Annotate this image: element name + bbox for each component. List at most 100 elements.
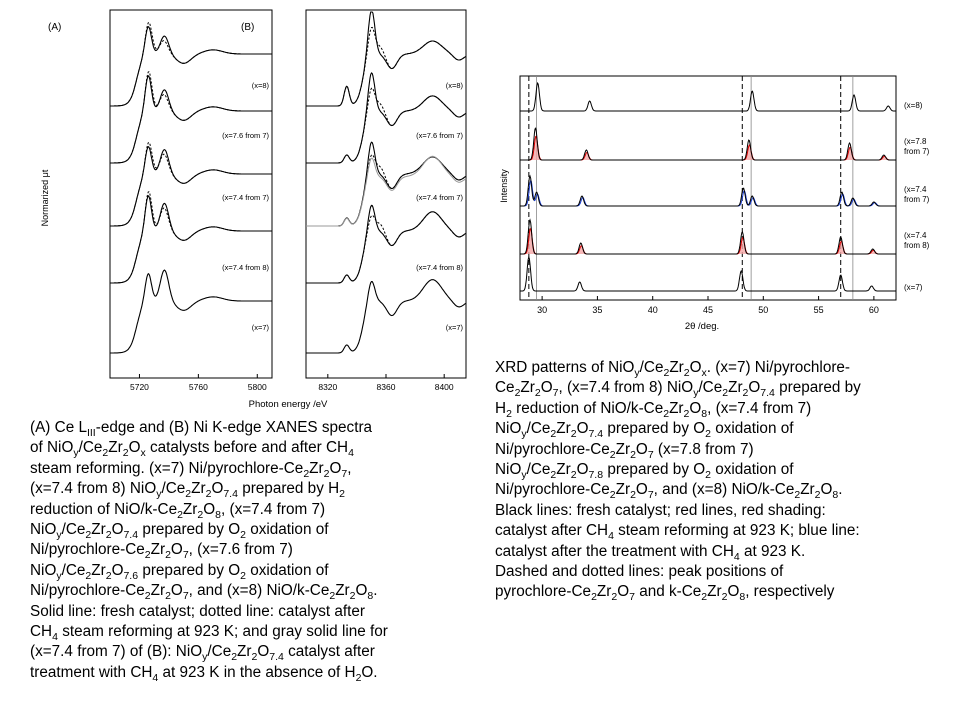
xrd-tick-label: 40 [648, 305, 658, 315]
caption-line: Black lines: fresh catalyst; red lines, … [495, 501, 826, 519]
caption-line: NiOy/Ce2Zr2O7.4 prepared by O2 oxidation… [30, 521, 329, 542]
xrd-tick-label: 35 [592, 305, 602, 315]
x-tick-label: 5800 [248, 382, 267, 392]
series-label: (x=8) [252, 81, 270, 90]
xanes-xlabel: Photon energy /eV [249, 399, 328, 410]
xrd-labels: (x=8) (x=7.8 from 7) (x=7.4 from 7) (x=7.4 fro… [904, 101, 930, 292]
xrd-black-line [520, 255, 896, 292]
xanes-curve-solid [306, 11, 467, 107]
xanes-curve-dotted [306, 87, 467, 164]
xrd-curves [520, 81, 896, 292]
caption-line: catalyst after CH4 steam reforming at 92… [495, 522, 860, 543]
series-label: (x=8) [446, 81, 464, 90]
caption-line: Ni/pyrochlore-Ce2Zr2O7, and (x=8) NiO/k-… [30, 582, 378, 603]
panel-b-ticks: 8320 8360 8400 [318, 374, 454, 392]
xrd-ticks: 30 35 40 45 50 55 60 [537, 296, 879, 315]
caption-line: catalyst after the treatment with CH4 at… [495, 542, 806, 563]
caption-line: NiOy/Ce2Zr2O7.6 prepared by O2 oxidation… [30, 561, 329, 582]
xanes-figure: (A) Normarized μt 5720 5760 5800 (x=8) (x=7… [40, 9, 467, 410]
panel-a-label: (A) [48, 22, 61, 33]
series-label: (x=7) [252, 323, 270, 332]
xrd-tick-label: 50 [758, 305, 768, 315]
caption-line: treatment with CH4 at 923 K in the absen… [30, 663, 378, 684]
xrd-tick-label: 60 [869, 305, 879, 315]
x-tick-label: 8320 [318, 382, 337, 392]
xrd-black-line [520, 127, 896, 161]
xanes-curve-solid [306, 279, 467, 354]
figure-caption-xanes: (A) Ce LIII-edge and (B) Ni K-edge XANES… [30, 418, 480, 683]
caption-line: NiOy/Ce2Zr2O7.8 prepared by O2 oxidation… [495, 461, 794, 482]
figure-caption-xrd: XRD patterns of NiOy/Ce2Zr2Ox. (x=7) Ni/… [495, 358, 945, 603]
series-label: (x=7.6 from 7) [416, 131, 463, 140]
caption-line: (x=7.4 from 7) of (B): NiOy/Ce2Zr2O7.4 c… [30, 643, 375, 664]
caption-line: Ni/pyrochlore-Ce2Zr2O7, and (x=8) NiO/k-… [495, 481, 843, 502]
xanes-curve-solid [110, 25, 272, 107]
xanes-curve-dotted [306, 26, 467, 107]
xrd-ylabel: Intensity [499, 169, 509, 203]
caption-line: XRD patterns of NiOy/Ce2Zr2Ox. (x=7) Ni/… [495, 359, 851, 380]
panel-b-curves [306, 11, 467, 354]
caption-line: (x=7.4 from 8) NiOy/Ce2Zr2O7.4 prepared … [30, 480, 345, 501]
panel-a-labels: (x=8) (x=7.6 from 7) (x=7.4 from 7) (x=7.4 … [222, 81, 269, 332]
xanes-curve-dotted [110, 191, 272, 284]
caption-line: CH4 steam reforming at 923 K; and gray s… [30, 623, 388, 644]
xanes-curve-dotted [110, 141, 272, 227]
caption-line: Solid line: fresh catalyst; dotted line:… [30, 602, 366, 620]
panel-a-frame [109, 9, 273, 379]
xrd-series-label: (x=7) [904, 283, 923, 292]
xrd-series-label: (x=7.8 from 7) [904, 137, 930, 156]
series-label: (x=7.4 from 8) [222, 263, 269, 272]
xrd-black-line [520, 81, 896, 112]
series-label: (x=7.4 from 7) [416, 193, 463, 202]
panel-b-label: (B) [241, 22, 254, 33]
panel-a: (A) Normarized μt 5720 5760 5800 (x=8) (x=7… [40, 9, 273, 392]
xanes-curve-solid [306, 204, 467, 284]
xanes-curve-dotted [110, 71, 272, 164]
series-label: (x=7) [446, 323, 464, 332]
xrd-tick-label: 45 [703, 305, 713, 315]
x-tick-label: 8360 [377, 382, 396, 392]
caption-line: reduction of NiO/k-Ce2Zr2O8, (x=7.4 from… [30, 500, 326, 521]
xrd-xlabel: 2θ /deg. [685, 321, 719, 332]
caption-line: Ni/pyrochlore-Ce2Zr2O7 (x=7.8 from 7) [495, 440, 754, 461]
xrd-red-shading [520, 136, 896, 160]
series-label: (x=7.4 from 8) [416, 263, 463, 272]
x-tick-label: 5720 [130, 382, 149, 392]
xanes-curve-solid [306, 72, 467, 164]
xrd-reference-lines [528, 76, 854, 300]
caption-line: of NiOy/Ce2Zr2Ox catalysts before and af… [30, 439, 354, 460]
caption-line: (A) Ce LIII-edge and (B) Ni K-edge XANES… [30, 419, 373, 440]
xanes-curve-dotted [306, 211, 467, 284]
x-tick-label: 8400 [435, 382, 454, 392]
xrd-series-label: (x=7.4 from 8) [904, 231, 930, 250]
caption-line: NiOy/Ce2Zr2O7.4 prepared by O2 oxidation… [495, 420, 794, 441]
xanes-curve-dotted [110, 21, 272, 107]
caption-line: Ce2Zr2O7, (x=7.4 from 8) NiOy/Ce2Zr2O7.4… [495, 379, 861, 400]
series-label: (x=7.6 from 7) [222, 131, 269, 140]
xanes-curve-solid [110, 145, 272, 227]
xanes-curve-gray [306, 155, 467, 227]
caption-line: pyrochlore-Ce2Zr2O7 and k-Ce2Zr2O8, resp… [495, 583, 835, 604]
xrd-series-label: (x=8) [904, 101, 923, 110]
caption-line: steam reforming. (x=7) Ni/pyrochlore-Ce2… [30, 459, 352, 480]
panel-a-ticks: 5720 5760 5800 [130, 374, 267, 392]
xrd-black-line [520, 218, 896, 255]
panel-b: (B) 8320 8360 8400 (x=8) (x=7.6 from 7) (x=7… [241, 9, 467, 392]
caption-line: H2 reduction of NiO/k-Ce2Zr2O8, (x=7.4 f… [495, 399, 812, 420]
xrd-figure: Intensity 2θ /deg. 30 35 40 45 50 55 60 (x=8)(… [499, 75, 930, 332]
xrd-blue-line [520, 179, 896, 207]
xrd-tick-label: 30 [537, 305, 547, 315]
caption-line: Dashed and dotted lines: peak positions … [495, 563, 784, 581]
caption-line: Ni/pyrochlore-Ce2Zr2O7, (x=7.6 from 7) [30, 541, 293, 562]
xrd-frame [519, 75, 897, 301]
xrd-tick-label: 55 [814, 305, 824, 315]
panel-b-labels: (x=8) (x=7.6 from 7) (x=7.4 from 7) (x=7.4 … [416, 81, 463, 332]
xrd-red-line [520, 135, 896, 161]
panel-a-ylabel: Normarized μt [40, 169, 50, 226]
series-label: (x=7.4 from 7) [222, 193, 269, 202]
xrd-black-line [520, 174, 896, 207]
panel-a-curves [110, 21, 272, 354]
xrd-series-label: (x=7.4 from 7) [904, 185, 930, 204]
x-tick-label: 5760 [189, 382, 208, 392]
xanes-curve-solid [110, 269, 272, 354]
